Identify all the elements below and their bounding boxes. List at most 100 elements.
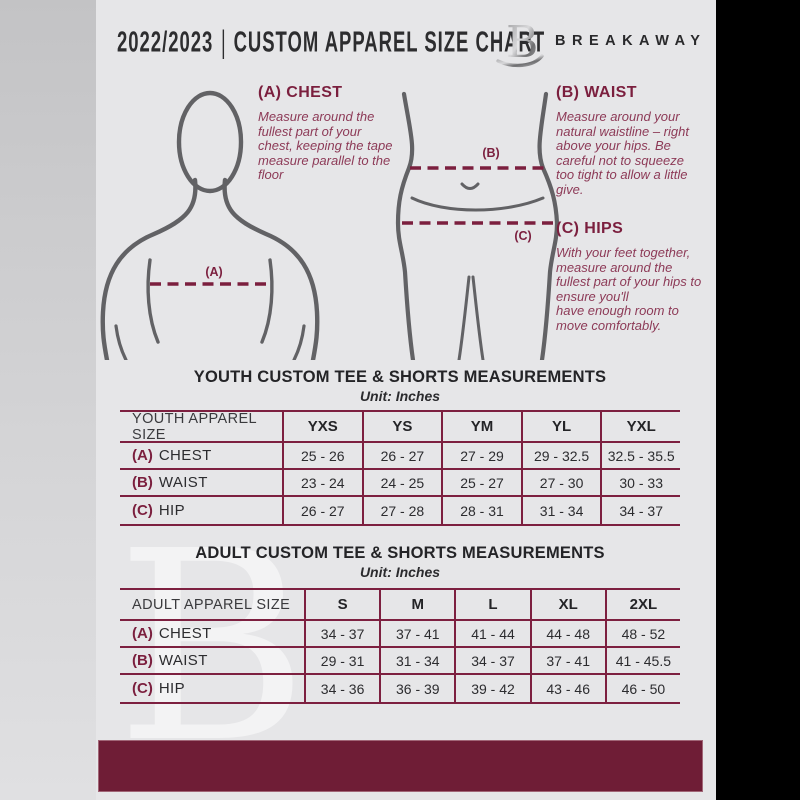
- row-label: HIP: [158, 502, 186, 519]
- youth-waist-row-label: (B) WAIST: [120, 470, 282, 497]
- adult-unit-label: Unit: Inches: [359, 564, 441, 580]
- header-divider: |: [221, 23, 226, 60]
- table-cell: 46 - 50: [604, 675, 680, 702]
- season-label: 2022/2023: [117, 25, 214, 58]
- youth-size-ym: YM: [441, 412, 521, 443]
- table-cell: 26 - 27: [361, 443, 442, 470]
- adult-hip-row-label: (C) HIP: [120, 675, 304, 702]
- table-cell: 31 - 34: [379, 648, 455, 675]
- table-cell: 34 - 37: [454, 648, 530, 675]
- table-cell: 27 - 30: [520, 470, 601, 497]
- adult-size-table: ADULT APPAREL SIZE S M L XL 2XL (A) CHES…: [120, 588, 680, 704]
- table-cell: 34 - 36: [304, 675, 379, 702]
- table-cell: 41 - 45.5: [604, 648, 680, 675]
- adult-chest-row-label: (A) CHEST: [120, 621, 304, 648]
- figure-right-shoulder: [222, 177, 320, 360]
- hips-guide-text: With your feet together, measure around …: [556, 245, 702, 333]
- table-cell: 36 - 39: [379, 675, 454, 702]
- youth-size-ys: YS: [361, 412, 442, 443]
- row-label: WAIST: [158, 652, 208, 669]
- table-cell: 34 - 37: [304, 621, 380, 648]
- youth-table-title: YOUTH CUSTOM TEE & SHORTS MEASUREMENTS: [193, 368, 607, 386]
- letterbox-right: [716, 0, 800, 800]
- page-panel: 2022/2023 | CUSTOM APPAREL SIZE CHART B …: [96, 0, 716, 800]
- youth-size-table: YOUTH APPAREL SIZE YXS YS YM YL YXL (A) …: [120, 410, 680, 526]
- figure-right-hip-outline: [537, 91, 560, 360]
- table-cell: 25 - 27: [441, 470, 521, 497]
- table-cell: 25 - 26: [282, 443, 362, 470]
- table-cell: 27 - 28: [361, 497, 442, 524]
- table-cell: 23 - 24: [282, 470, 362, 497]
- brand-name: BREAKAWAY: [555, 33, 707, 49]
- row-prefix: (C): [132, 680, 153, 697]
- chest-guide-heading: (A) CHEST: [258, 84, 343, 101]
- table-cell: 26 - 27: [282, 497, 362, 524]
- youth-size-col-header: YOUTH APPAREL SIZE: [120, 411, 282, 443]
- adult-size-col-header: ADULT APPAREL SIZE: [120, 590, 304, 621]
- marker-b-label: (B): [482, 146, 499, 160]
- table-cell: 30 - 33: [600, 470, 680, 497]
- adult-waist-row-label: (B) WAIST: [120, 648, 304, 675]
- chest-guide-text: Measure around the fullest part of your …: [258, 109, 393, 183]
- table-cell: 31 - 34: [520, 497, 601, 524]
- row-prefix: (B): [132, 474, 153, 491]
- figure-head: [176, 90, 244, 194]
- waist-guide-text: Measure around your natural waistline – …: [556, 109, 689, 197]
- table-cell: 43 - 46: [529, 675, 605, 702]
- table-cell: 27 - 29: [441, 443, 521, 470]
- row-prefix: (C): [132, 502, 153, 519]
- youth-size-yxl: YXL: [600, 412, 680, 443]
- table-cell: 34 - 37: [600, 497, 680, 524]
- youth-unit-label: Unit: Inches: [359, 388, 441, 404]
- row-label: WAIST: [158, 474, 208, 491]
- figure-waistband-curve: [410, 196, 545, 212]
- table-cell: 44 - 48: [529, 621, 605, 648]
- marker-c-label: (C): [514, 229, 531, 243]
- youth-hip-row-label: (C) HIP: [120, 497, 282, 524]
- youth-chest-row-label: (A) CHEST: [120, 443, 282, 470]
- row-prefix: (B): [132, 652, 153, 669]
- row-prefix: (A): [132, 447, 153, 464]
- table-cell: 32.5 - 35.5: [600, 443, 680, 470]
- table-cell: 39 - 42: [454, 675, 529, 702]
- hips-guide-heading: (C) HIPS: [556, 220, 624, 237]
- table-cell: 37 - 41: [379, 621, 455, 648]
- table-cell: 29 - 32.5: [520, 443, 601, 470]
- upper-body-figure: (A): [100, 90, 320, 360]
- masthead: 2022/2023 | CUSTOM APPAREL SIZE CHART: [117, 23, 546, 60]
- figure-left-hip-outline: [395, 91, 416, 360]
- figure-navel: [460, 182, 480, 190]
- table-cell: 29 - 31: [304, 648, 380, 675]
- row-label: CHEST: [158, 447, 212, 464]
- figure-left-arm-line: [114, 324, 128, 360]
- lower-body-figure: (B) (C): [395, 91, 560, 360]
- figure-left-chest-line: [146, 258, 160, 344]
- figure-left-inner-leg: [457, 275, 471, 360]
- row-label: HIP: [158, 680, 186, 697]
- table-cell: 28 - 31: [441, 497, 521, 524]
- figure-right-chest-line: [260, 258, 274, 344]
- adult-size-m: M: [379, 590, 455, 621]
- table-cell: 24 - 25: [361, 470, 442, 497]
- youth-size-yl: YL: [520, 412, 601, 443]
- footer-bar: [98, 740, 703, 792]
- adult-size-l: L: [454, 590, 530, 621]
- row-label: CHEST: [158, 625, 212, 642]
- marker-a-label: (A): [205, 265, 222, 279]
- table-cell: 37 - 41: [529, 648, 605, 675]
- figure-right-inner-leg: [471, 275, 485, 360]
- row-prefix: (A): [132, 625, 153, 642]
- adult-table-title: ADULT CUSTOM TEE & SHORTS MEASUREMENTS: [195, 544, 605, 562]
- table-cell: 41 - 44: [454, 621, 530, 648]
- table-cell: 48 - 52: [604, 621, 680, 648]
- waist-guide-heading: (B) WAIST: [556, 84, 637, 101]
- breakaway-monogram-icon: B: [496, 17, 544, 68]
- adult-size-xl: XL: [529, 590, 605, 621]
- page-title: CUSTOM APPAREL SIZE CHART: [233, 25, 546, 58]
- adult-size-s: S: [304, 590, 380, 621]
- figure-left-shoulder: [100, 177, 198, 360]
- figure-right-arm-line: [292, 324, 306, 360]
- adult-size-2xl: 2XL: [604, 590, 680, 621]
- youth-size-yxs: YXS: [282, 412, 362, 443]
